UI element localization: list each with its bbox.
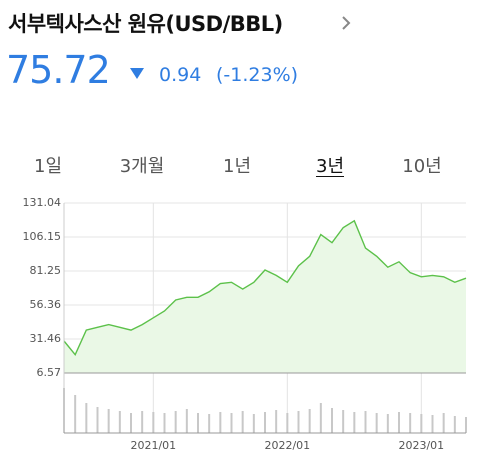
period-tab[interactable]: 1일: [33, 156, 63, 177]
volume-bar: [174, 411, 177, 433]
volume-bar: [286, 413, 289, 433]
volume-bar: [308, 409, 311, 433]
volume-bar: [185, 409, 188, 433]
volume-bar: [230, 413, 233, 433]
period-tab[interactable]: 1년: [222, 156, 252, 177]
volume-bar: [107, 409, 110, 433]
volume-bar: [453, 416, 456, 433]
volume-bar: [409, 413, 412, 433]
volume-bar: [252, 414, 255, 433]
volume-bar: [353, 412, 356, 433]
period-tab[interactable]: 3개월: [119, 156, 165, 177]
volume-bar: [85, 403, 88, 433]
volume-bar: [163, 413, 166, 433]
volume-bar: [63, 388, 65, 433]
volume-bar: [342, 410, 345, 433]
area-fill: [64, 220, 466, 373]
y-tick-label: 6.57: [37, 366, 62, 379]
volume-bar: [319, 403, 322, 433]
price-line: [63, 219, 467, 357]
y-tick-label: 131.04: [23, 196, 62, 209]
volume-bar: [118, 411, 121, 433]
volume-bar: [241, 411, 244, 433]
volume-bar: [219, 412, 222, 433]
volume-bar: [465, 417, 467, 433]
x-tick-label: 2022/01: [264, 439, 310, 452]
volume-bar: [364, 411, 367, 433]
y-tick-label: 31.46: [30, 332, 62, 345]
chevron-icon[interactable]: [340, 14, 352, 32]
volume-bar: [420, 414, 423, 433]
volume-bar: [275, 410, 278, 433]
volume-bar: [141, 411, 144, 433]
y-tick-label: 81.25: [30, 264, 62, 277]
volume-bar: [130, 413, 132, 433]
change-percent: (-1.23%): [216, 64, 299, 86]
x-tick-label: 2021/01: [130, 439, 176, 452]
volume-bar: [431, 415, 434, 433]
volume-bar: [398, 412, 400, 433]
price: 75.72: [6, 48, 111, 92]
title[interactable]: 서부텍사스산 원유(USD/BBL): [8, 12, 283, 36]
volume-bar: [264, 412, 266, 433]
period-tab[interactable]: 3년: [315, 156, 345, 177]
x-tick-label: 2023/01: [398, 439, 444, 452]
volume-bar: [297, 411, 300, 433]
volume-bar: [331, 408, 333, 433]
volume-bar: [386, 414, 389, 433]
period-tab[interactable]: 10년: [402, 156, 442, 177]
volume-bar: [152, 412, 155, 433]
volume-bar: [197, 413, 199, 433]
volume-bar: [74, 395, 77, 433]
period-tabs: 1일 3개월 1년 3년 10년: [0, 152, 485, 182]
chart: 6.57 31.46 56.36 81.25 106.15 131.04 2021/01 20…: [23, 196, 467, 452]
down-arrow: [130, 68, 144, 79]
volume-bar: [442, 413, 445, 433]
volume-bar: [208, 414, 211, 433]
y-tick-label: 56.36: [30, 298, 62, 311]
y-tick-label: 106.15: [23, 230, 62, 243]
volume-bar: [96, 407, 99, 433]
volume-bar: [375, 413, 378, 433]
change: 0.94: [159, 64, 202, 86]
